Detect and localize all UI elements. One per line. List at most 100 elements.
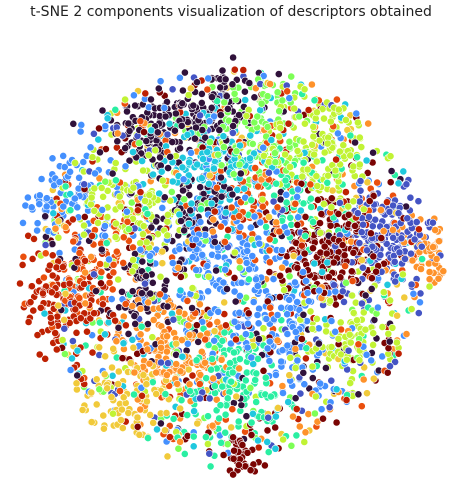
scatter-point bbox=[136, 239, 145, 247]
scatter-point bbox=[160, 104, 169, 112]
scatter-point bbox=[148, 333, 157, 342]
scatter-point bbox=[425, 268, 434, 276]
scatter-point bbox=[237, 278, 246, 287]
scatter-point bbox=[315, 286, 324, 295]
scatter-point bbox=[369, 374, 378, 383]
scatter-point bbox=[163, 231, 172, 240]
scatter-point bbox=[295, 422, 304, 431]
scatter-point bbox=[39, 289, 47, 298]
scatter-point bbox=[59, 151, 68, 160]
scatter-point bbox=[388, 225, 397, 234]
scatter-point bbox=[178, 99, 187, 108]
scatter-point bbox=[283, 310, 292, 319]
scatter-point bbox=[178, 86, 187, 95]
scatter-point bbox=[242, 112, 251, 120]
scatter-point bbox=[304, 106, 313, 114]
scatter-point bbox=[230, 248, 239, 257]
scatter-point bbox=[230, 65, 239, 74]
scatter-point bbox=[87, 193, 96, 202]
scatter-point bbox=[406, 193, 415, 202]
scatter-point bbox=[91, 169, 99, 178]
scatter-point bbox=[204, 287, 212, 296]
scatter-point bbox=[187, 148, 195, 157]
scatter-point bbox=[108, 371, 117, 380]
scatter-point bbox=[223, 285, 231, 293]
scatter-point bbox=[227, 423, 236, 432]
scatter-point bbox=[313, 182, 322, 190]
scatter-point bbox=[416, 289, 425, 298]
scatter-point bbox=[363, 168, 372, 177]
scatter-point bbox=[156, 419, 165, 428]
scatter-point bbox=[163, 130, 172, 139]
scatter-point bbox=[229, 454, 238, 463]
scatter-point bbox=[184, 365, 193, 374]
scatter-point bbox=[385, 207, 394, 216]
scatter-point bbox=[218, 336, 227, 345]
scatter-point bbox=[131, 319, 140, 328]
scatter-point bbox=[113, 129, 122, 138]
scatter-point bbox=[336, 318, 345, 327]
scatter-point bbox=[61, 182, 70, 191]
scatter-point bbox=[357, 402, 366, 411]
scatter-point bbox=[190, 134, 199, 143]
scatter-point bbox=[221, 75, 230, 84]
scatter-point bbox=[177, 217, 185, 225]
scatter-point bbox=[290, 104, 299, 113]
scatter-point bbox=[271, 444, 280, 453]
scatter-point bbox=[48, 251, 57, 260]
scatter-point bbox=[141, 197, 149, 205]
scatter-point bbox=[390, 257, 399, 266]
scatter-point bbox=[346, 338, 355, 347]
scatter-point bbox=[308, 324, 317, 333]
scatter-point bbox=[259, 151, 268, 160]
scatter-point bbox=[69, 237, 78, 246]
scatter-point bbox=[179, 175, 188, 184]
scatter-point bbox=[310, 96, 319, 105]
scatter-point bbox=[80, 280, 88, 288]
scatter-point bbox=[129, 255, 137, 264]
scatter-point bbox=[246, 223, 255, 232]
scatter-point bbox=[351, 138, 359, 147]
scatter-point bbox=[196, 111, 204, 120]
scatter-point bbox=[253, 282, 262, 290]
scatter-point bbox=[263, 426, 272, 435]
scatter-point bbox=[180, 68, 189, 77]
scatter-point bbox=[42, 202, 51, 211]
scatter-point bbox=[231, 297, 240, 306]
scatter-point bbox=[253, 112, 262, 121]
scatter-point bbox=[192, 123, 200, 132]
scatter-point bbox=[333, 129, 342, 138]
scatter-point bbox=[386, 152, 395, 161]
scatter-point bbox=[163, 217, 172, 226]
scatter-point bbox=[201, 133, 210, 142]
scatter-point bbox=[275, 132, 283, 141]
scatter-point bbox=[264, 413, 273, 422]
scatter-point bbox=[152, 368, 161, 377]
scatter-point bbox=[156, 77, 165, 86]
scatter-point bbox=[40, 273, 48, 282]
scatter-point bbox=[156, 290, 164, 299]
scatter-point bbox=[385, 337, 394, 346]
scatter-point bbox=[137, 322, 146, 331]
scatter-point bbox=[53, 312, 62, 321]
scatter-point bbox=[210, 336, 219, 345]
scatter-point bbox=[59, 202, 68, 211]
scatter-point bbox=[144, 298, 153, 307]
scatter-point bbox=[210, 382, 219, 390]
scatter-point bbox=[252, 275, 260, 284]
scatter-point bbox=[323, 178, 332, 187]
scatter-point bbox=[263, 344, 272, 353]
scatter-point bbox=[114, 275, 123, 284]
chart-title: t-SNE 2 components visualization of desc… bbox=[30, 4, 432, 20]
scatter-point bbox=[346, 151, 355, 160]
scatter-point bbox=[201, 433, 210, 441]
scatter-point bbox=[275, 107, 284, 116]
scatter-point bbox=[223, 394, 232, 403]
scatter-point bbox=[171, 109, 180, 118]
scatter-point bbox=[123, 217, 132, 226]
scatter-point bbox=[217, 192, 226, 201]
scatter-point bbox=[98, 205, 107, 214]
scatter-point bbox=[398, 270, 407, 279]
scatter-point bbox=[42, 194, 51, 203]
scatter-point bbox=[227, 203, 236, 212]
